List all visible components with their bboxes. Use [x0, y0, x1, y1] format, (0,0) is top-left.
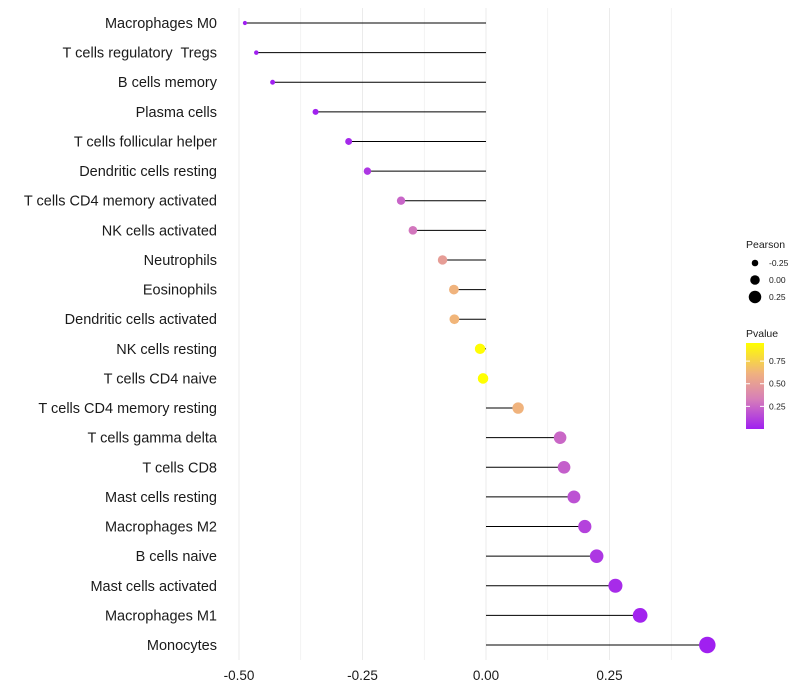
pearson-legend-key [751, 259, 759, 267]
lollipop-point [578, 519, 592, 534]
lollipop-point [474, 343, 486, 355]
y-axis-label: Macrophages M0 [105, 16, 217, 32]
lollipop-point [437, 255, 448, 265]
y-axis-label: T cells gamma delta [88, 431, 218, 447]
x-tick-label: -0.25 [347, 668, 378, 683]
y-axis-labels: Macrophages M0 T cells regulatory Tregs B … [24, 16, 218, 654]
y-axis-label: Plasma cells [136, 105, 217, 121]
lollipop-point [608, 578, 623, 593]
x-tick-label: 0.25 [596, 668, 622, 683]
y-axis-label: Eosinophils [143, 283, 217, 299]
y-axis-label: B cells memory [118, 75, 218, 91]
y-axis-label: T cells CD8 [142, 460, 217, 476]
lollipop-point [396, 196, 406, 205]
lollipop-point [242, 20, 248, 26]
lollipop-point [449, 284, 459, 295]
lollipop-point [345, 138, 353, 145]
y-axis-label: NK cells activated [102, 223, 217, 239]
y-axis-label: Neutrophils [144, 253, 217, 269]
pvalue-legend-label: 0.50 [769, 379, 786, 389]
grid-lines [238, 8, 672, 660]
y-axis-label: Monocytes [147, 638, 217, 654]
pvalue-colorbar [746, 343, 764, 429]
lollipop-point [477, 373, 489, 384]
pearson-legend-title: Pearson [746, 239, 785, 251]
y-axis-label: Macrophages M1 [105, 608, 217, 624]
pearson-legend-label: 0.25 [769, 292, 786, 302]
pvalue-legend-label: 0.25 [769, 401, 786, 411]
lollipop-point [512, 402, 524, 414]
y-axis-label: NK cells resting [116, 342, 217, 358]
y-axis-label: Mast cells resting [105, 490, 217, 506]
pearson-legend-key [750, 275, 760, 285]
lollipop-point [557, 460, 571, 474]
pearson-legend-label: 0.00 [769, 275, 786, 285]
pearson-legend-key [748, 290, 762, 304]
y-axis-label: T cells regulatory Tregs [63, 46, 217, 62]
lollipop-point [567, 490, 581, 504]
y-axis-label: T cells CD4 memory resting [38, 401, 217, 417]
x-tick-label: -0.50 [224, 668, 255, 683]
lollipop-point [270, 79, 276, 85]
lollipop-point [632, 608, 648, 623]
y-axis-label: T cells CD4 naive [104, 371, 217, 387]
pvalue-legend-label: 0.75 [769, 356, 786, 366]
pearson-size-legend: Pearson -0.25 0.00 0.25 [746, 239, 789, 304]
lollipop-point [363, 167, 372, 175]
y-axis-label: T cells CD4 memory activated [24, 194, 217, 210]
x-axis-ticks: -0.50 -0.25 0.00 0.25 [224, 668, 623, 683]
lollipop-points [242, 20, 716, 654]
x-tick-label: 0.00 [473, 668, 499, 683]
y-axis-label: Macrophages M2 [105, 520, 217, 536]
y-axis-label: Dendritic cells resting [79, 164, 217, 180]
lollipop-point [553, 431, 567, 444]
lollipop-point [589, 549, 604, 563]
lollipop-point [449, 314, 460, 325]
pearson-legend-label: -0.25 [769, 258, 789, 268]
lollipop-segments [244, 22, 708, 646]
y-axis-label: T cells follicular helper [74, 134, 217, 150]
lollipop-point [699, 636, 716, 654]
y-axis-label: Mast cells activated [90, 579, 217, 595]
y-axis-label: B cells naive [136, 549, 217, 565]
pvalue-legend-title: Pvalue [746, 328, 778, 340]
y-axis-label: Dendritic cells activated [65, 312, 217, 328]
lollipop-point [254, 50, 259, 55]
lollipop-point [408, 226, 418, 235]
pvalue-color-legend: Pvalue 0.25 0.50 0.75 [746, 328, 786, 429]
lollipop-point [312, 108, 319, 115]
